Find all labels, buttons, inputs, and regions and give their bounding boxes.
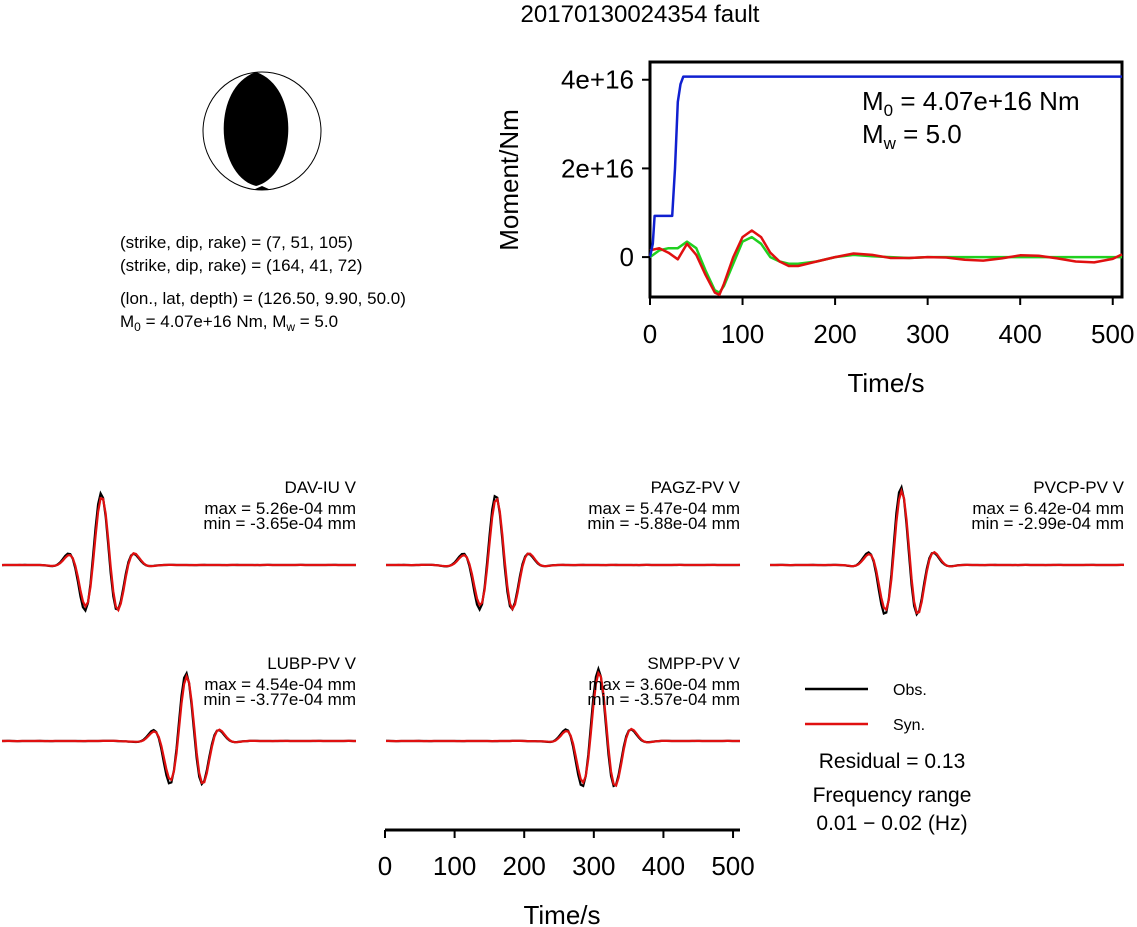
waveform-xlabel: Time/s xyxy=(523,900,600,927)
hypocenter-location: (lon., lat, depth) = (126.50, 9.90, 50.0… xyxy=(120,289,406,308)
station-name: LUBP-PV V xyxy=(267,654,356,673)
waveform-time-axis: 0 100 200 300 400 500 Time/s xyxy=(378,828,755,927)
residual-value: Residual = 0.13 xyxy=(819,750,966,773)
moment-rate-red-line xyxy=(649,229,1123,297)
moment-xtick-label: 100 xyxy=(721,319,764,349)
station-name: PAGZ-PV V xyxy=(651,478,741,497)
synthetic-waveform xyxy=(770,487,1125,615)
moment-xlabel: Time/s xyxy=(847,368,924,398)
waveform-xtick-label: 100 xyxy=(433,851,476,881)
moment-cumulative-line xyxy=(648,75,1122,258)
frequency-range-title: Frequency range xyxy=(813,784,972,807)
frequency-range-value: 0.01 − 0.02 (Hz) xyxy=(816,812,967,835)
waveform-xtick-label: 200 xyxy=(503,851,546,881)
moment-xtick-label: 0 xyxy=(643,319,657,349)
legend-syn-label: Syn. xyxy=(893,717,925,734)
station-max-amplitude: max = 6.42e-04 mm xyxy=(972,499,1124,518)
moment-ytick-label: 4e+16 xyxy=(561,65,634,95)
station-min-amplitude: min = -3.65e-04 mm xyxy=(203,514,356,533)
moment-panel: 0 2e+16 4e+16 0 100 200 300 400 500 Moment/Nm T… xyxy=(494,60,1134,398)
focal-mechanism-beachball xyxy=(202,71,322,191)
figure-title: 20170130024354 fault xyxy=(521,1,760,28)
moment-xtick-label: 300 xyxy=(906,319,949,349)
moment-ytick-label: 0 xyxy=(620,242,634,272)
moment-ylabel: Moment/Nm xyxy=(494,109,524,251)
station-min-amplitude: min = -3.57e-04 mm xyxy=(587,690,740,709)
moment-summary: M0 = 4.07e+16 Nm, Mw = 5.0 xyxy=(120,312,338,334)
synthetic-waveform xyxy=(386,670,740,788)
moment-mw-annotation: Mw = 5.0 xyxy=(862,119,962,153)
station-min-amplitude: min = -3.77e-04 mm xyxy=(203,690,356,709)
waveform-xtick-label: 300 xyxy=(572,851,615,881)
station-min-amplitude: min = -5.88e-04 mm xyxy=(587,514,740,533)
synthetic-waveform xyxy=(386,497,741,612)
moment-plot-frame xyxy=(648,60,1124,299)
waveform-xtick-label: 500 xyxy=(711,851,754,881)
moment-ytick-label: 2e+16 xyxy=(561,153,634,183)
station-max-amplitude: max = 4.54e-04 mm xyxy=(204,675,356,694)
station-name: SMPP-PV V xyxy=(647,654,740,673)
station-name: DAV-IU V xyxy=(285,478,357,497)
moment-xtick-label: 400 xyxy=(999,319,1042,349)
nodal-plane-1: (strike, dip, rake) = (7, 51, 105) xyxy=(120,233,353,252)
station-min-amplitude: min = -2.99e-04 mm xyxy=(971,514,1124,533)
synthetic-waveform xyxy=(1,673,356,785)
nodal-plane-2: (strike, dip, rake) = (164, 41, 72) xyxy=(120,256,362,275)
station-max-amplitude: max = 3.60e-04 mm xyxy=(588,675,740,694)
waveform-xtick-label: 0 xyxy=(378,851,392,881)
waveform-xtick-label: 400 xyxy=(642,851,685,881)
station-max-amplitude: max = 5.47e-04 mm xyxy=(588,499,740,518)
station-name: PVCP-PV V xyxy=(1033,478,1124,497)
station-max-amplitude: max = 5.26e-04 mm xyxy=(204,499,356,518)
moment-xtick-label: 200 xyxy=(813,319,856,349)
legend-obs-label: Obs. xyxy=(893,682,927,699)
moment-xtick-label: 500 xyxy=(1091,319,1134,349)
synthetic-waveform xyxy=(2,496,356,613)
legend: Obs. Syn. Residual = 0.13 Frequency rang… xyxy=(805,682,971,835)
moment-rate-green-line xyxy=(649,235,1122,294)
moment-m0-annotation: M0 = 4.07e+16 Nm xyxy=(862,86,1080,120)
